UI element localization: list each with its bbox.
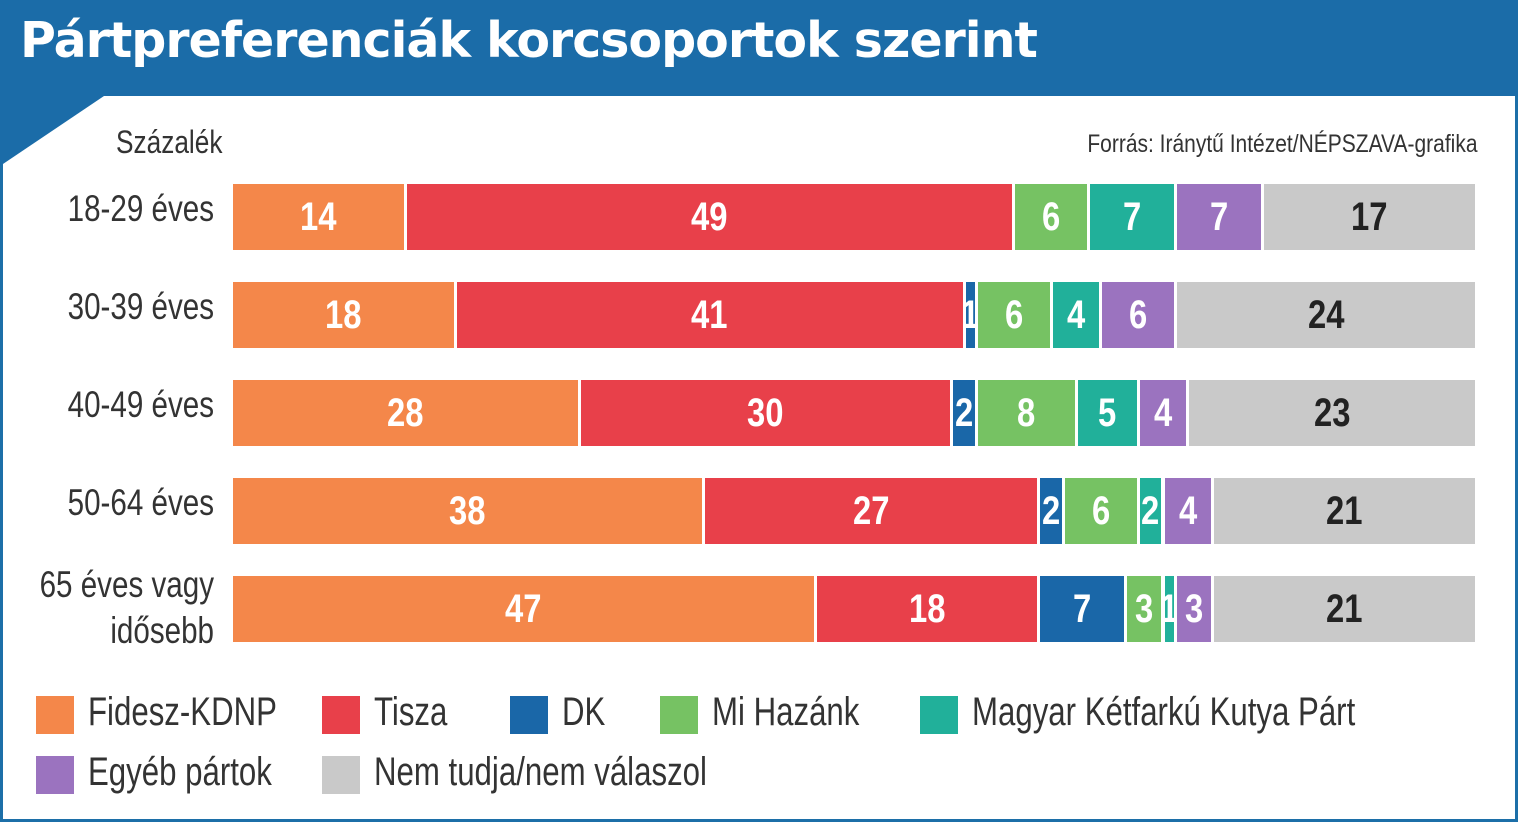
data-label: 47 bbox=[505, 587, 542, 631]
bar-segment: 18 bbox=[233, 282, 457, 348]
legend-swatch bbox=[920, 696, 958, 734]
bar-segment: 1 bbox=[1160, 576, 1178, 642]
bar-segment: 2 bbox=[953, 380, 979, 446]
unit-label: Százalék bbox=[116, 124, 223, 160]
data-label: 18 bbox=[325, 293, 362, 337]
bar-segment: 2 bbox=[1040, 478, 1066, 544]
bar-segment: 1 bbox=[961, 282, 980, 348]
bar-row: 14 49 6 7 7 17 bbox=[233, 184, 1475, 250]
data-label: 30 bbox=[747, 391, 784, 435]
legend-swatch bbox=[322, 696, 360, 734]
legend-label: Magyar Kétfarkú Kutya Párt bbox=[972, 690, 1356, 734]
bar-row: 38 27 2 6 2 4 21 bbox=[233, 478, 1475, 544]
data-label: 21 bbox=[1326, 587, 1363, 631]
data-label: 7 bbox=[1122, 195, 1142, 239]
legend-label: Nem tudja/nem válaszol bbox=[374, 750, 707, 794]
data-label: 6 bbox=[1042, 195, 1061, 239]
bar-segment: 6 bbox=[978, 282, 1053, 348]
bar-row: 47 18 7 3 1 3 21 bbox=[233, 576, 1475, 642]
data-label: 4 bbox=[1066, 293, 1086, 337]
bar-segment: 38 bbox=[233, 478, 705, 544]
bar-segment: 14 bbox=[233, 184, 407, 250]
bar-segment: 6 bbox=[1015, 184, 1090, 250]
data-label: 41 bbox=[691, 293, 728, 337]
bar-row: 28 30 2 8 5 4 23 bbox=[233, 380, 1475, 446]
data-label: 4 bbox=[1153, 391, 1173, 435]
bar-segment: 18 bbox=[816, 576, 1041, 642]
data-label: 6 bbox=[1129, 293, 1148, 337]
data-label: 6 bbox=[1004, 293, 1024, 337]
legend-swatch bbox=[36, 756, 74, 794]
data-label: 23 bbox=[1313, 391, 1351, 435]
data-label: 6 bbox=[1091, 489, 1110, 533]
bar-segment: 21 bbox=[1214, 576, 1475, 642]
bar-segment: 27 bbox=[704, 478, 1041, 544]
data-label: 5 bbox=[1097, 391, 1117, 435]
data-label: 2 bbox=[1141, 489, 1160, 533]
bar-segment: 41 bbox=[456, 282, 966, 348]
bar-segment: 3 bbox=[1176, 576, 1215, 642]
legend-label: Tisza bbox=[374, 690, 448, 734]
data-label: 1 bbox=[961, 293, 980, 337]
legend-swatch bbox=[36, 696, 74, 734]
data-label: 8 bbox=[1017, 391, 1036, 435]
row-label: 30-39 éves bbox=[67, 286, 214, 327]
bar-segment: 4 bbox=[1052, 282, 1103, 348]
bar-row: 18 41 1 6 4 6 24 bbox=[233, 282, 1475, 348]
bar-segment: 2 bbox=[1139, 478, 1165, 544]
data-label: 21 bbox=[1326, 489, 1363, 533]
row-label: 18-29 éves bbox=[67, 188, 214, 229]
chart-title: Pártpreferenciák korcsoportok szerint bbox=[20, 12, 1038, 69]
data-label: 3 bbox=[1184, 587, 1204, 631]
data-label: 7 bbox=[1209, 195, 1228, 239]
row-label: 50-64 éves bbox=[67, 482, 214, 523]
bar-segment: 4 bbox=[1139, 380, 1190, 446]
bar-segment: 7 bbox=[1089, 184, 1177, 250]
bar-segment: 3 bbox=[1127, 576, 1165, 642]
bar-segment: 23 bbox=[1189, 380, 1475, 446]
legend-swatch bbox=[322, 756, 360, 794]
bar-segment: 24 bbox=[1176, 282, 1475, 348]
bar-segment: 7 bbox=[1176, 184, 1264, 250]
data-label: 49 bbox=[691, 195, 728, 239]
bar-segment: 47 bbox=[233, 576, 817, 642]
header-bar: Pártpreferenciák korcsoportok szerint bbox=[0, 0, 1518, 96]
legend-label: DK bbox=[562, 690, 606, 734]
legend-label: Mi Hazánk bbox=[712, 690, 860, 734]
bar-segment: 6 bbox=[1065, 478, 1140, 544]
bar-segment: 30 bbox=[580, 380, 954, 446]
bar-segment: 28 bbox=[233, 380, 581, 446]
bar-segment: 8 bbox=[978, 380, 1078, 446]
data-label: 17 bbox=[1351, 195, 1388, 239]
header-tab-decoration bbox=[0, 96, 104, 166]
data-label: 4 bbox=[1178, 489, 1197, 533]
bar-segment: 5 bbox=[1077, 380, 1140, 446]
bar-segment: 6 bbox=[1102, 282, 1177, 348]
data-label: 1 bbox=[1160, 587, 1179, 631]
bar-segment: 7 bbox=[1040, 576, 1128, 642]
legend-swatch bbox=[660, 696, 698, 734]
data-label: 2 bbox=[955, 391, 974, 435]
source-label: Forrás: Iránytű Intézet/NÉPSZAVA-grafika bbox=[1087, 130, 1478, 158]
data-label: 27 bbox=[852, 489, 890, 533]
data-label: 28 bbox=[387, 391, 424, 435]
bar-segment: 17 bbox=[1263, 184, 1475, 250]
legend-swatch bbox=[510, 696, 548, 734]
row-label: 65 éves vagy idősebb bbox=[39, 564, 214, 651]
data-label: 2 bbox=[1042, 489, 1061, 533]
data-label: 24 bbox=[1307, 293, 1345, 337]
data-label: 3 bbox=[1135, 587, 1154, 631]
legend-label: Fidesz-KDNP bbox=[88, 690, 277, 734]
data-label: 14 bbox=[300, 195, 337, 239]
bar-segment: 49 bbox=[406, 184, 1016, 250]
data-label: 18 bbox=[908, 587, 946, 631]
legend-label: Egyéb pártok bbox=[88, 750, 272, 794]
data-label: 38 bbox=[449, 489, 486, 533]
bar-segment: 4 bbox=[1164, 478, 1215, 544]
bar-segment: 21 bbox=[1214, 478, 1475, 544]
data-label: 7 bbox=[1073, 587, 1092, 631]
row-label: 40-49 éves bbox=[67, 384, 214, 425]
